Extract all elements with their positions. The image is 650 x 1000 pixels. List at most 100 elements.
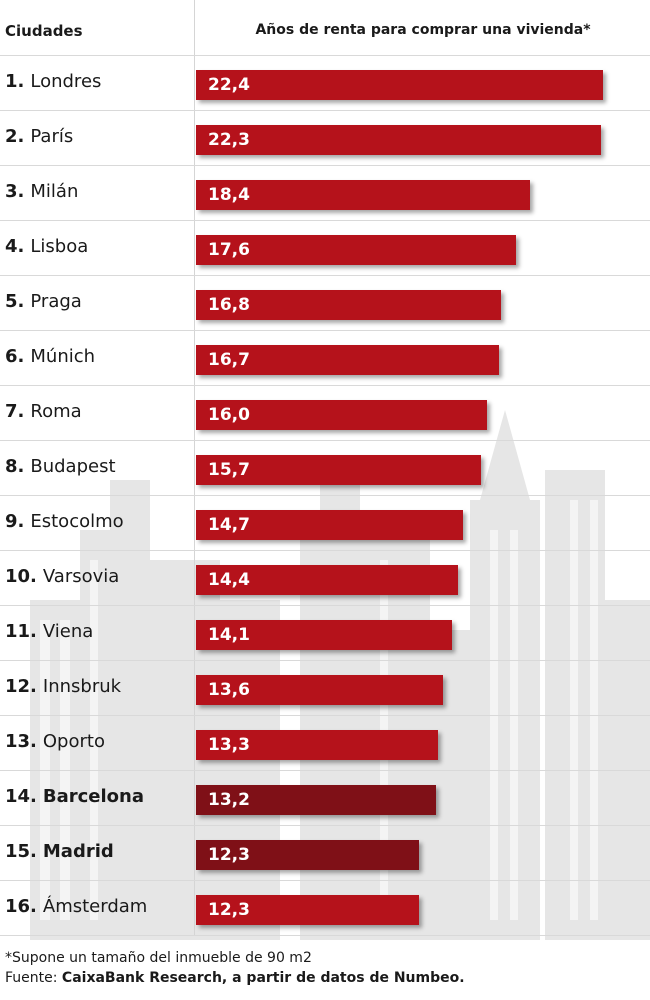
- bar-value-label: 15,7: [208, 460, 250, 480]
- city-rank: 10.: [5, 566, 37, 587]
- city-label: 13. Oporto: [5, 731, 105, 752]
- city-label: 3. Milán: [5, 181, 78, 202]
- source-line: Fuente: CaixaBank Research, a partir de …: [5, 968, 465, 988]
- table-row: 5. Praga 16,8: [0, 275, 650, 330]
- bar: 14,4: [196, 565, 458, 595]
- city-rank: 9.: [5, 511, 25, 532]
- city-rank: 3.: [5, 181, 25, 202]
- city-label: 14. Barcelona: [5, 786, 144, 807]
- table-row: 15. Madrid 12,3: [0, 825, 650, 880]
- city-rank: 16.: [5, 896, 37, 917]
- table-row: 8. Budapest 15,7: [0, 440, 650, 495]
- column-divider: [194, 0, 195, 935]
- city-name: Varsovia: [42, 566, 120, 587]
- bar-value-label: 16,7: [208, 350, 250, 370]
- table-row: 10. Varsovia 14,4: [0, 550, 650, 605]
- city-rank: 11.: [5, 621, 37, 642]
- city-rank: 4.: [5, 236, 25, 257]
- city-label: 8. Budapest: [5, 456, 116, 477]
- bar: 12,3: [196, 840, 420, 870]
- table-row: 14. Barcelona 13,2: [0, 770, 650, 825]
- bar-value-label: 18,4: [208, 185, 250, 205]
- city-label: 11. Viena: [5, 621, 93, 642]
- table-row: 11. Viena 14,1: [0, 605, 650, 660]
- source-name: CaixaBank Research, a partir de datos de…: [61, 970, 465, 986]
- city-name: Barcelona: [42, 786, 145, 807]
- bar-value-label: 12,3: [208, 845, 250, 865]
- city-name: Oporto: [42, 731, 105, 752]
- table-row: 2. París 22,3: [0, 110, 650, 165]
- city-rank: 1.: [5, 71, 25, 92]
- table-row: 3. Milán 18,4: [0, 165, 650, 220]
- bar: 16,0: [196, 400, 487, 430]
- bar: 14,7: [196, 510, 464, 540]
- city-name: Madrid: [42, 841, 114, 862]
- city-label: 2. París: [5, 126, 73, 147]
- city-name: Milán: [30, 181, 79, 202]
- bar-value-label: 13,6: [208, 680, 250, 700]
- header-cities: Ciudades: [5, 22, 83, 40]
- bar: 22,3: [196, 125, 602, 155]
- bar-value-label: 13,3: [208, 735, 250, 755]
- city-label: 10. Varsovia: [5, 566, 119, 587]
- table-row: 12. Innsbruk 13,6: [0, 660, 650, 715]
- table-row: 4. Lisboa 17,6: [0, 220, 650, 275]
- bar: 13,6: [196, 675, 444, 705]
- bar: 17,6: [196, 235, 516, 265]
- bar-value-label: 16,8: [208, 295, 250, 315]
- city-name: Londres: [30, 71, 102, 92]
- table-row: 9. Estocolmo 14,7: [0, 495, 650, 550]
- table-row: 7. Roma 16,0: [0, 385, 650, 440]
- bar-value-label: 16,0: [208, 405, 250, 425]
- table-row: 13. Oporto 13,3: [0, 715, 650, 770]
- city-rank: 15.: [5, 841, 37, 862]
- city-label: 12. Innsbruk: [5, 676, 121, 697]
- city-rank: 8.: [5, 456, 25, 477]
- city-name: Múnich: [30, 346, 96, 367]
- footnote: *Supone un tamaño del inmueble de 90 m2: [5, 950, 312, 966]
- city-name: Lisboa: [30, 236, 89, 257]
- city-rank: 13.: [5, 731, 37, 752]
- city-rank: 14.: [5, 786, 37, 807]
- bar-value-label: 22,3: [208, 130, 250, 150]
- bar: 16,8: [196, 290, 502, 320]
- bar-value-label: 12,3: [208, 900, 250, 920]
- city-label: 15. Madrid: [5, 841, 114, 862]
- table-header: Ciudades Años de renta para comprar una …: [0, 0, 650, 55]
- city-name: Praga: [30, 291, 82, 312]
- bar-value-label: 22,4: [208, 75, 250, 95]
- table-row: 16. Ámsterdam 12,3: [0, 880, 650, 935]
- city-name: Budapest: [30, 456, 116, 477]
- city-name: Roma: [30, 401, 82, 422]
- bar-value-label: 14,7: [208, 515, 250, 535]
- city-name: París: [30, 126, 74, 147]
- city-name: Viena: [42, 621, 94, 642]
- bar: 13,2: [196, 785, 436, 815]
- city-label: 6. Múnich: [5, 346, 95, 367]
- table-row: 6. Múnich 16,7: [0, 330, 650, 385]
- city-rank: 12.: [5, 676, 37, 697]
- city-rank: 6.: [5, 346, 25, 367]
- bar: 15,7: [196, 455, 482, 485]
- city-label: 5. Praga: [5, 291, 82, 312]
- bar: 14,1: [196, 620, 453, 650]
- table-row: 1. Londres 22,4: [0, 55, 650, 110]
- city-label: 1. Londres: [5, 71, 101, 92]
- bar: 12,3: [196, 895, 420, 925]
- city-label: 9. Estocolmo: [5, 511, 124, 532]
- bar-value-label: 13,2: [208, 790, 250, 810]
- city-name: Innsbruk: [42, 676, 122, 697]
- bar: 16,7: [196, 345, 500, 375]
- city-rank: 5.: [5, 291, 25, 312]
- bar-value-label: 14,4: [208, 570, 250, 590]
- city-label: 7. Roma: [5, 401, 82, 422]
- bar-value-label: 17,6: [208, 240, 250, 260]
- city-rank: 7.: [5, 401, 25, 422]
- source-prefix: Fuente:: [5, 970, 62, 986]
- city-name: Ámsterdam: [42, 896, 148, 917]
- header-metric: Años de renta para comprar una vivienda*: [255, 22, 591, 38]
- city-label: 4. Lisboa: [5, 236, 88, 257]
- bar: 18,4: [196, 180, 531, 210]
- city-label: 16. Ámsterdam: [5, 896, 147, 917]
- city-rank: 2.: [5, 126, 25, 147]
